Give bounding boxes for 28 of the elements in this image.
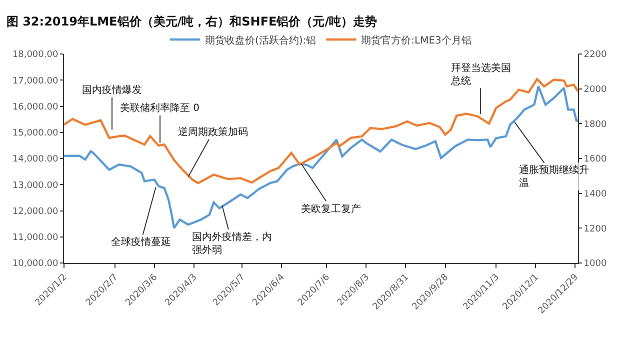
y2-tick-label: 1200 xyxy=(584,224,607,234)
annotation: 拜登当选美国总统 xyxy=(450,62,511,87)
line-series xyxy=(64,85,578,230)
chart-title: 图 32:2019年LME铝价（美元/吨，右）和SHFE铝价（元/吨）走势 xyxy=(6,14,378,29)
y-tick-label: 14,000.00 xyxy=(12,154,58,165)
y2-tick-label: 1800 xyxy=(584,120,607,130)
y-tick-label: 12,000.00 xyxy=(12,206,58,217)
annotation: 全球疫情蔓延 xyxy=(111,236,171,248)
y2-tick-label: 1600 xyxy=(584,154,607,165)
y-tick-label: 15,000.00 xyxy=(12,128,58,139)
annotation: 国内外疫情差，内强外弱 xyxy=(192,231,272,256)
y-tick-label: 16,000.00 xyxy=(12,102,58,112)
y2-tick-label: 1400 xyxy=(584,189,607,200)
y2-tick-label: 2200 xyxy=(584,50,607,60)
y-tick-label: 17,000.00 xyxy=(12,76,58,86)
annotation: 美欧复工复产 xyxy=(301,203,361,215)
annotation: 通胀预期继续升温 xyxy=(519,164,589,189)
y2-tick-label: 1000 xyxy=(584,259,607,270)
y-tick-label: 11,000.00 xyxy=(12,233,58,244)
y-tick-label: 13,000.00 xyxy=(12,180,58,191)
y-tick-label: 18,000.00 xyxy=(12,50,58,60)
y-tick-label: 10,000.00 xyxy=(12,259,58,270)
y2-tick-label: 2000 xyxy=(584,84,607,95)
legend-label: 期货收盘价(活跃合约):铝 xyxy=(205,34,316,46)
annotation: 逆周期政策加码 xyxy=(178,126,248,138)
annotation: 美联储利率降至 0 xyxy=(120,102,200,114)
legend-label: 期货官方价:LME3个月铝 xyxy=(361,34,472,46)
annotation: 国内疫情爆发 xyxy=(82,84,142,96)
